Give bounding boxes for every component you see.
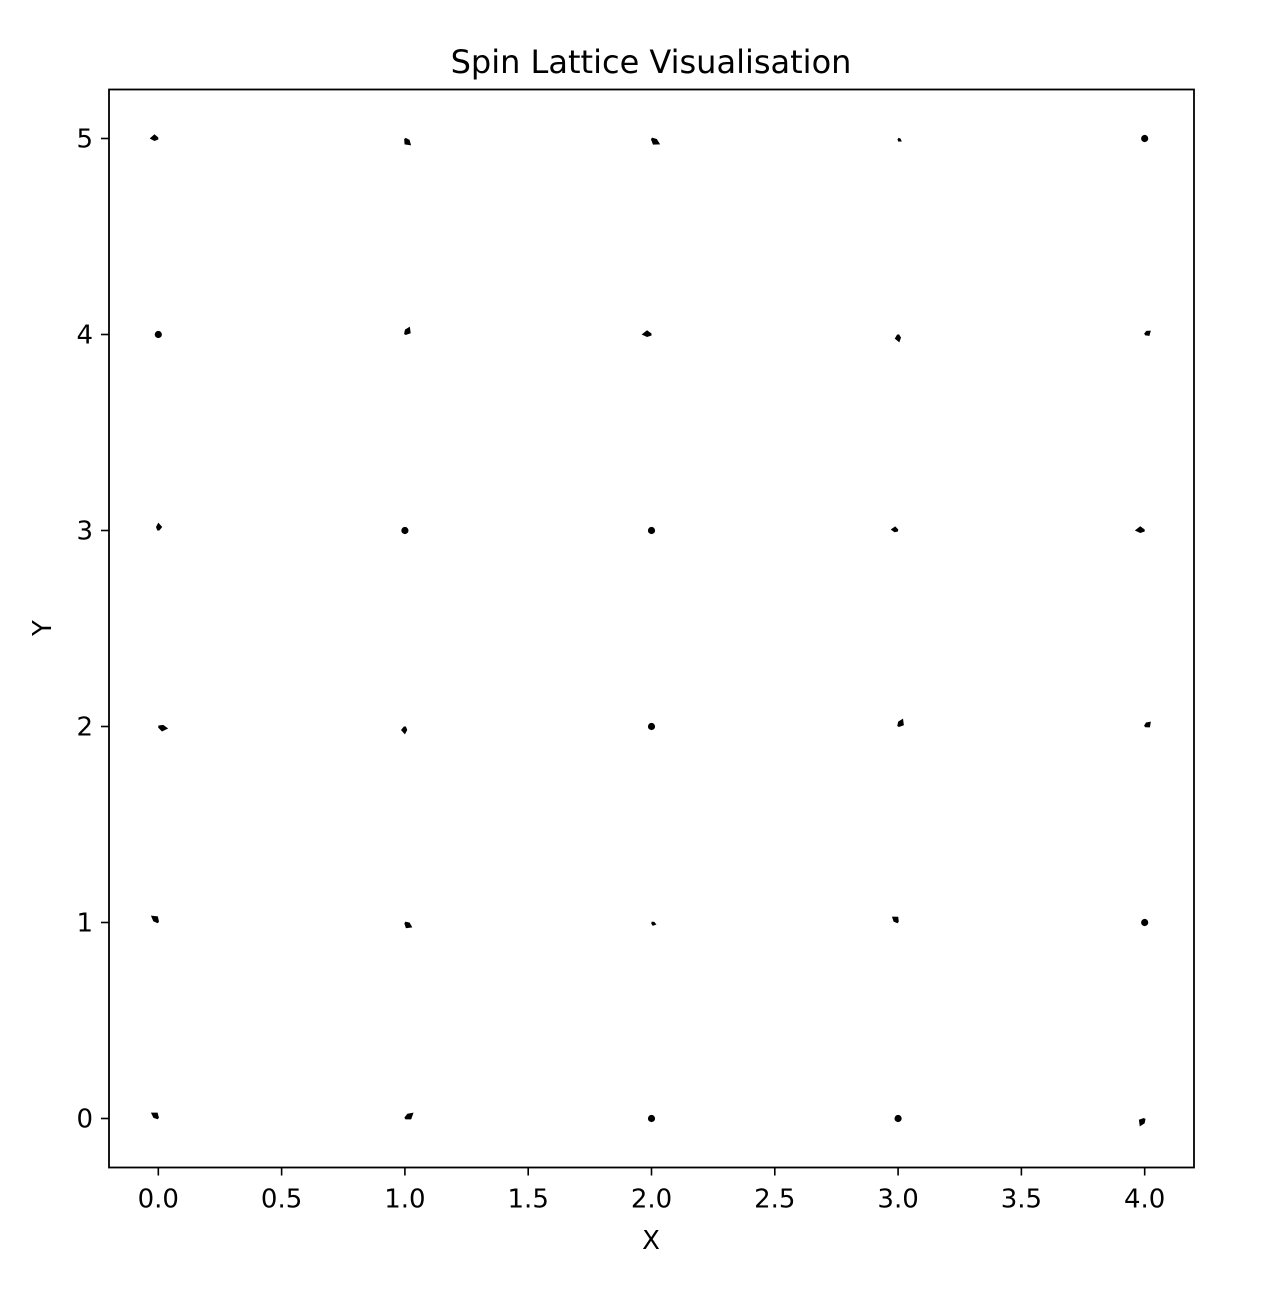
x-axis: 0.0 0.5 1.0 1.5 2.0 2.5 3.0 3.5 4.0 xyxy=(138,1167,1165,1215)
y-tick-label: 1 xyxy=(76,909,93,939)
spin-vector xyxy=(1138,1117,1146,1127)
spin-vector xyxy=(404,326,411,336)
spin-vector xyxy=(897,137,902,142)
x-tick-label: 1.5 xyxy=(508,1185,549,1215)
plot-area xyxy=(149,134,1151,1127)
y-axis: 0 1 2 3 4 5 xyxy=(76,125,109,1135)
x-tick-label: 2.5 xyxy=(754,1185,795,1215)
spin-vector xyxy=(651,921,657,926)
spin-vector xyxy=(647,1114,656,1123)
x-tick-label: 2.0 xyxy=(631,1185,672,1215)
spin-vector xyxy=(149,134,159,142)
spin-vector xyxy=(894,1114,902,1123)
x-tick-label: 4.0 xyxy=(1124,1185,1165,1215)
spin-vector xyxy=(401,526,409,535)
spin-vector xyxy=(400,726,408,735)
spin-vector xyxy=(1134,526,1145,534)
spin-vector xyxy=(894,334,901,343)
spin-vector xyxy=(641,330,652,338)
spin-vector xyxy=(1144,721,1151,728)
spin-vector xyxy=(650,137,661,145)
x-tick-label: 3.5 xyxy=(1001,1185,1042,1215)
spin-vector xyxy=(150,915,159,924)
axes-frame xyxy=(108,88,1195,1169)
spin-vector xyxy=(158,724,169,732)
spin-vector xyxy=(404,137,412,146)
spin-vector xyxy=(1141,918,1149,927)
x-tick-label: 3.0 xyxy=(877,1185,918,1215)
spin-vector xyxy=(897,718,904,728)
spin-vector xyxy=(1141,134,1149,143)
spin-vector xyxy=(404,921,413,929)
x-axis-label: X xyxy=(642,1226,660,1256)
spin-vector xyxy=(891,916,899,924)
spin-vector xyxy=(647,526,656,535)
y-tick-label: 0 xyxy=(76,1105,93,1135)
spin-vector xyxy=(404,1112,414,1120)
x-tick-label: 0.5 xyxy=(261,1185,302,1215)
spin-vector xyxy=(647,722,656,731)
y-tick-label: 3 xyxy=(76,517,93,547)
y-tick-label: 5 xyxy=(76,125,93,155)
spin-vector xyxy=(155,522,163,531)
y-tick-label: 2 xyxy=(76,713,93,743)
chart-title: Spin Lattice Visualisation xyxy=(451,43,852,81)
spin-vector xyxy=(150,1112,159,1120)
spin-vector xyxy=(154,330,162,339)
x-tick-label: 1.0 xyxy=(384,1185,425,1215)
spin-vector xyxy=(890,526,899,533)
spin-vector xyxy=(1144,330,1151,336)
x-tick-label: 0.0 xyxy=(138,1185,179,1215)
y-tick-label: 4 xyxy=(76,321,93,351)
y-axis-label: Y xyxy=(28,620,58,637)
